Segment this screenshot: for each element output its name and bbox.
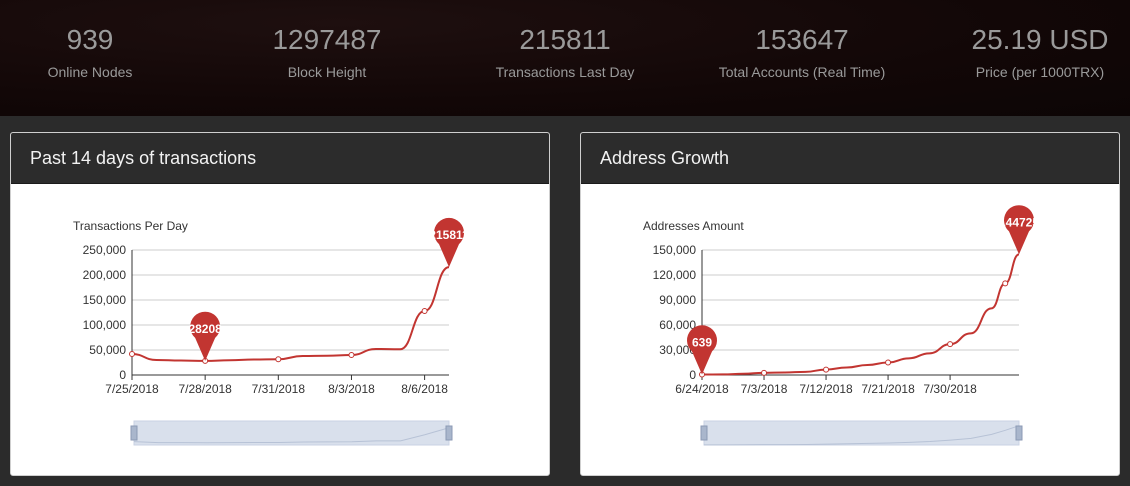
y-tick-label: 90,000 xyxy=(659,293,696,307)
series-line xyxy=(701,253,1020,376)
zoom-handle-left xyxy=(130,425,138,441)
pin-label: 28208 xyxy=(188,322,222,336)
data-point xyxy=(129,351,135,357)
x-tick-label: 7/25/2018 xyxy=(105,382,159,396)
x-tick-label: 8/6/2018 xyxy=(401,382,448,396)
pin-label: 639 xyxy=(692,335,712,349)
transactions-chart: Transactions Per Day 0 50,000 100,000 150,00… xyxy=(73,217,469,446)
data-point xyxy=(885,359,892,366)
pin-shape xyxy=(434,217,465,268)
y-axis-label: Transactions Per Day xyxy=(73,219,188,233)
x-tick-label: 8/3/2018 xyxy=(328,382,375,396)
stat-block-height: 1297487 Block Height xyxy=(214,22,440,82)
data-point xyxy=(421,308,428,314)
pin-label: 215811 xyxy=(429,228,469,242)
address-growth-chart: Addresses Amount 0 30,000 60,000 90,000 120,0… xyxy=(643,205,1039,446)
stat-total-accounts: 153647 Total Accounts (Real Time) xyxy=(689,22,915,82)
y-tick-label: 0 xyxy=(119,368,126,382)
marker-pin: 144725 xyxy=(999,205,1039,255)
stat-label: Block Height xyxy=(287,64,367,80)
stat-value: 25.19 USD xyxy=(971,24,1109,55)
data-point xyxy=(761,369,768,376)
x-tick-label: 7/30/2018 xyxy=(923,382,977,396)
pin-shape xyxy=(1004,205,1034,255)
marker-pin: 215811 xyxy=(429,217,469,268)
y-tick-label: 120,000 xyxy=(653,268,697,282)
x-tick-label: 7/12/2018 xyxy=(799,382,853,396)
stat-transactions-last-day: 215811 Transactions Last Day xyxy=(452,22,678,82)
x-tick-label: 7/31/2018 xyxy=(252,382,306,396)
zoom-preview xyxy=(703,425,1020,446)
stat-value: 153647 xyxy=(755,24,849,55)
pin-shape xyxy=(190,311,221,361)
stat-value: 939 xyxy=(66,24,114,55)
y-axis-label: Addresses Amount xyxy=(643,219,744,233)
x-tick-label: 7/28/2018 xyxy=(178,382,232,396)
stat-value: 215811 xyxy=(519,24,611,55)
address-growth-panel: Address Growth Addresses Amount 0 30,000 60… xyxy=(580,132,1120,476)
zoom-handle-left xyxy=(700,425,708,441)
panel-title: Address Growth xyxy=(581,133,1119,184)
y-tick-label: 60,000 xyxy=(659,318,696,332)
stat-online-nodes: 939 Online Nodes xyxy=(0,22,203,82)
data-point xyxy=(1002,280,1009,287)
zoom-handle-right xyxy=(1015,425,1023,441)
stats-bar: 939 Online Nodes 1297487 Block Height 21… xyxy=(0,0,1130,116)
data-point xyxy=(823,366,830,373)
transactions-panel: Past 14 days of transactions Transaction… xyxy=(10,132,550,476)
zoom-preview xyxy=(133,427,450,444)
data-point xyxy=(348,352,355,358)
stat-label: Total Accounts (Real Time) xyxy=(718,64,886,80)
stat-label: Transactions Last Day xyxy=(495,64,635,80)
panel-title: Past 14 days of transactions xyxy=(11,133,549,184)
x-tick-label: 7/3/2018 xyxy=(741,382,788,396)
series-line xyxy=(131,266,450,362)
x-tick-label: 7/21/2018 xyxy=(861,382,915,396)
y-tick-label: 100,000 xyxy=(83,318,127,332)
stat-label: Price (per 1000TRX) xyxy=(975,64,1105,80)
y-tick-label: 250,000 xyxy=(83,243,127,257)
y-tick-label: 0 xyxy=(689,368,696,382)
y-tick-label: 150,000 xyxy=(83,293,127,307)
y-tick-label: 150,000 xyxy=(653,243,697,257)
x-tick-label: 6/24/2018 xyxy=(675,382,729,396)
marker-pin: 639 xyxy=(687,325,717,375)
marker-pin: 28208 xyxy=(188,311,222,361)
y-tick-label: 50,000 xyxy=(89,343,126,357)
stat-value: 1297487 xyxy=(272,24,382,55)
data-point xyxy=(275,356,282,363)
zoom-slider-track xyxy=(703,420,1020,446)
y-tick-label: 30,000 xyxy=(659,343,696,357)
data-point xyxy=(947,341,954,348)
zoom-slider-track xyxy=(133,420,450,446)
stat-label: Online Nodes xyxy=(47,64,133,80)
zoom-handle-right xyxy=(445,425,453,441)
stat-price: 25.19 USD Price (per 1000TRX) xyxy=(927,22,1130,82)
pin-label: 144725 xyxy=(999,215,1039,229)
y-tick-label: 200,000 xyxy=(83,268,127,282)
pin-shape xyxy=(687,325,717,375)
